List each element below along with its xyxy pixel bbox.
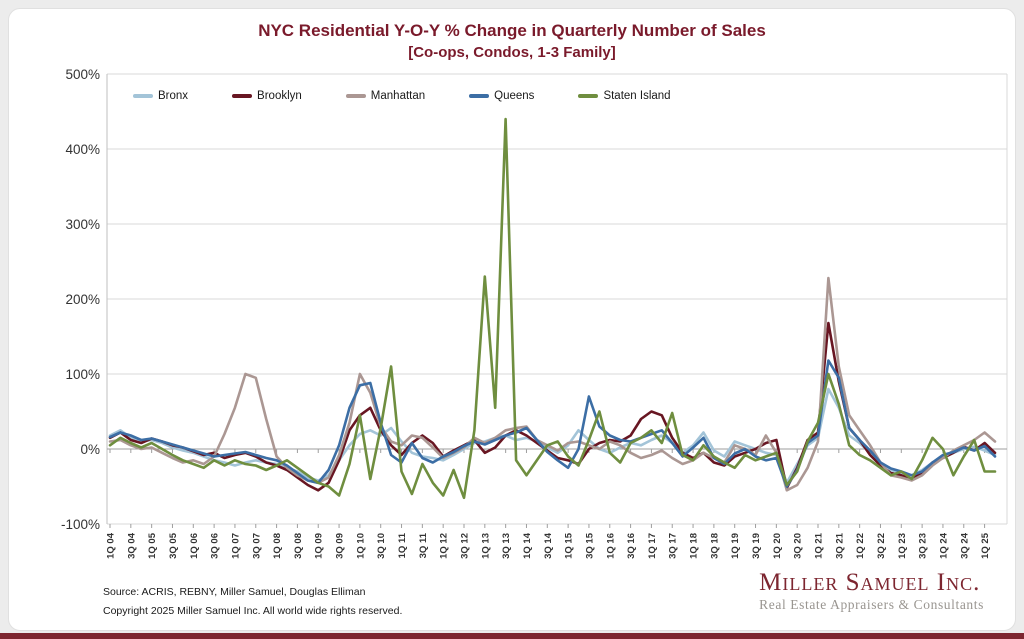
legend-item-bronx: Bronx (133, 90, 188, 102)
x-tick-label: 3Q 08 (293, 533, 304, 559)
x-tick-label: 3Q 06 (210, 533, 221, 559)
x-tick-label: 1Q 05 (147, 532, 158, 559)
y-tick-label: 100% (65, 367, 100, 382)
x-tick-label: 1Q 19 (730, 533, 741, 559)
x-tick-label: 1Q 22 (855, 533, 866, 559)
x-tick-label: 1Q 10 (355, 533, 366, 559)
sales-change-line-chart: 500% 400% 300% 200% 100% 0% -100% 1Q 04 3Q 04 1Q … (61, 67, 1008, 559)
x-tick-label: 3Q 11 (418, 532, 429, 558)
legend-label: Queens (494, 90, 535, 102)
x-tick-label: 1Q 06 (189, 533, 200, 559)
series-line-manhattan (108, 276, 997, 492)
x-tick-label: 1Q 23 (897, 533, 908, 559)
legend-label: Bronx (158, 90, 189, 102)
legend-swatch-icon (345, 94, 366, 98)
x-tick-label: 3Q 24 (959, 532, 970, 559)
chart-title: NYC Residential Y-O-Y % Change in Quarte… (258, 21, 766, 40)
x-tick-label: 3Q 22 (876, 533, 887, 559)
logo-tagline: Real Estate Appraisers & Consultants (759, 597, 984, 612)
legend-item-staten-island: Staten Island (578, 90, 671, 102)
x-tick-label: 1Q 12 (439, 533, 450, 559)
series-line-staten-island (108, 117, 997, 500)
x-tick-label: 1Q 16 (605, 533, 616, 559)
y-tick-label: 500% (65, 67, 100, 82)
x-tick-label: 3Q 07 (251, 533, 262, 559)
x-tick-label: 3Q 14 (543, 532, 554, 559)
chart-title-block: NYC Residential Y-O-Y % Change in Quarte… (0, 20, 1024, 64)
chart-legend: Bronx Brooklyn Manhattan Queens Staten Islan… (133, 90, 671, 102)
x-tick-label: 1Q 08 (272, 533, 283, 559)
legend-swatch-icon (469, 94, 490, 98)
source-line: Source: ACRIS, REBNY, Miller Samuel, Dou… (103, 586, 366, 598)
x-tick-label: 1Q 15 (564, 532, 575, 559)
legend-swatch-icon (578, 94, 599, 98)
y-tick-label: 400% (65, 142, 100, 157)
x-tick-label: 1Q 13 (480, 533, 491, 559)
x-tick-label: 3Q 16 (626, 533, 637, 559)
x-tick-label: 3Q 15 (584, 532, 595, 559)
y-tick-label: 0% (80, 442, 100, 457)
bottom-maroon-bar (0, 633, 1024, 639)
legend-swatch-icon (133, 94, 153, 98)
x-tick-label: 3Q 13 (501, 533, 512, 559)
y-tick-label: 300% (65, 217, 100, 232)
x-tick-label: 1Q 17 (647, 533, 658, 559)
x-tick-label: 1Q 24 (938, 532, 949, 559)
y-tick-label: -100% (61, 517, 100, 532)
legend-swatch-icon (232, 94, 253, 98)
x-tick-label: 1Q 07 (230, 533, 241, 559)
x-tick-label: 3Q 21 (834, 532, 845, 559)
x-tick-label: 1Q 25 (980, 532, 991, 559)
legend-item-manhattan: Manhattan (345, 90, 426, 102)
x-tick-label: 3Q 23 (918, 533, 929, 559)
x-tick-label: 3Q 09 (335, 533, 346, 559)
x-tick-label: 1Q 14 (522, 532, 533, 559)
x-tick-label: 1Q 04 (106, 532, 117, 559)
legend-item-queens: Queens (469, 90, 534, 102)
x-tick-label: 3Q 10 (376, 533, 387, 559)
x-tick-label: 3Q 12 (460, 533, 471, 559)
x-tick-label: 1Q 09 (314, 533, 325, 559)
x-tick-label: 3Q 04 (126, 532, 137, 559)
x-tick-label: 3Q 20 (793, 533, 804, 559)
series-line-bronx (108, 387, 997, 485)
y-tick-label: 200% (65, 292, 100, 307)
x-tick-label: 1Q 21 (814, 532, 825, 559)
legend-label: Brooklyn (257, 90, 302, 102)
source-block: Source: ACRIS, REBNY, Miller Samuel, Dou… (103, 583, 402, 621)
chart-subtitle: [Co-ops, Condos, 1-3 Family] (408, 44, 616, 61)
x-tick-label: 1Q 20 (772, 533, 783, 559)
series-line-brooklyn (108, 321, 997, 492)
x-tick-label: 3Q 17 (668, 533, 679, 559)
legend-label: Manhattan (370, 90, 426, 102)
logo-name: Miller Samuel Inc. (759, 569, 981, 596)
x-tick-label: 1Q 18 (689, 533, 700, 559)
x-tick-label: 3Q 19 (751, 533, 762, 559)
copyright-line: Copyright 2025 Miller Samuel Inc. All wo… (103, 605, 403, 617)
x-tick-label: 1Q 11 (397, 532, 408, 558)
legend-item-brooklyn: Brooklyn (232, 90, 302, 102)
miller-samuel-logo: Miller Samuel Inc. Real Estate Appraiser… (759, 570, 984, 613)
x-tick-label: 3Q 18 (709, 533, 720, 559)
series-line-queens (108, 359, 997, 488)
x-tick-label: 3Q 05 (168, 532, 179, 559)
legend-label: Staten Island (603, 90, 671, 102)
